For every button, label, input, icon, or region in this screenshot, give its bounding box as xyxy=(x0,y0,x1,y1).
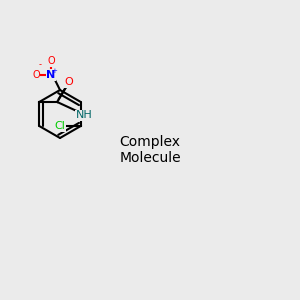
Text: N: N xyxy=(46,70,56,80)
Text: Cl: Cl xyxy=(54,121,65,131)
Text: -: - xyxy=(39,60,42,69)
Text: O: O xyxy=(47,56,55,67)
Text: O: O xyxy=(65,77,74,88)
Text: O: O xyxy=(32,70,40,80)
Text: Complex
Molecule: Complex Molecule xyxy=(119,135,181,165)
Text: NH: NH xyxy=(76,110,93,121)
Text: +: + xyxy=(52,68,58,74)
